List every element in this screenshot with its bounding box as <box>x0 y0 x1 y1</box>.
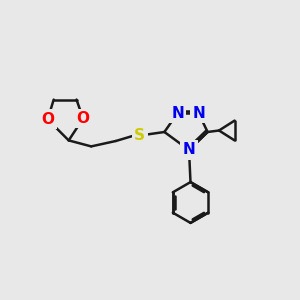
Text: O: O <box>76 111 90 126</box>
Text: O: O <box>41 112 54 127</box>
Text: N: N <box>171 106 184 121</box>
Text: N: N <box>183 142 195 158</box>
Text: N: N <box>192 106 205 121</box>
Text: S: S <box>134 128 145 142</box>
